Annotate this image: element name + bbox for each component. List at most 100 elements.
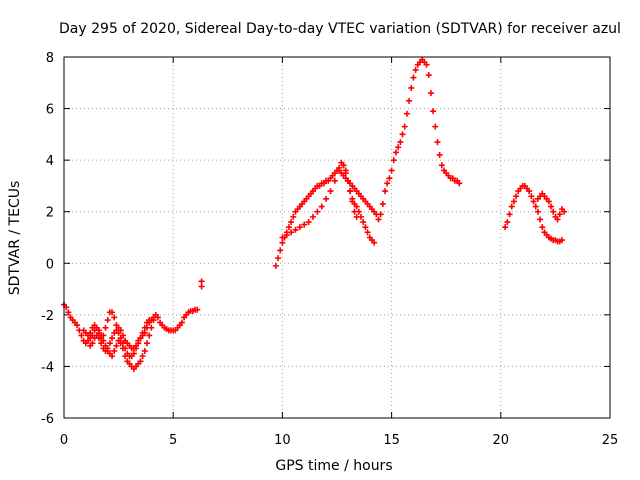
series-arc-8 (375, 56, 463, 223)
x-tick-label: 5 (169, 433, 177, 448)
data-point (74, 322, 81, 329)
data-point (95, 335, 102, 342)
x-tick-label: 10 (274, 433, 291, 448)
data-point (351, 208, 358, 215)
data-point (554, 216, 561, 223)
data-point (327, 188, 334, 195)
y-tick-label: -2 (41, 309, 54, 324)
data-point (436, 151, 443, 158)
data-point (290, 213, 297, 220)
data-point (122, 345, 129, 352)
data-point (528, 193, 535, 200)
data-point (386, 175, 393, 182)
data-point (412, 66, 419, 73)
data-point (399, 131, 406, 138)
y-axis-label: SDTVAR / TECUs (7, 181, 23, 296)
data-point (537, 216, 544, 223)
y-tick-label: 6 (46, 103, 54, 118)
data-point (401, 123, 408, 130)
data-point (141, 324, 148, 331)
data-point (340, 162, 347, 169)
x-tick-label: 25 (602, 433, 619, 448)
data-point (510, 198, 517, 205)
y-tick-label: -4 (41, 360, 54, 375)
grid-lines (64, 57, 610, 418)
data-point (377, 211, 384, 218)
x-axis-label: GPS time / hours (275, 458, 392, 474)
x-tick-label: 20 (493, 433, 510, 448)
data-point (561, 208, 568, 215)
data-point (100, 332, 107, 339)
data-point (301, 221, 308, 228)
data-point (423, 61, 430, 68)
data-point (198, 283, 205, 290)
data-point (456, 180, 463, 187)
data-point (119, 340, 126, 347)
data-point (93, 324, 100, 331)
plot-border (63, 56, 611, 419)
data-point (410, 74, 417, 81)
data-point (384, 180, 391, 187)
data-point (513, 193, 520, 200)
data-point (506, 211, 513, 218)
series-arc-3 (87, 317, 153, 360)
x-tick-label: 0 (60, 433, 68, 448)
data-point (502, 224, 509, 231)
data-point (111, 314, 118, 321)
data-point (545, 198, 552, 205)
data-point (390, 157, 397, 164)
data-point (408, 84, 415, 91)
data-point (375, 216, 382, 223)
data-point (288, 219, 295, 226)
data-point (432, 123, 439, 130)
data-point (104, 345, 111, 352)
data-point (146, 317, 153, 324)
data-point (279, 239, 286, 246)
data-point (504, 219, 511, 226)
data-point (539, 224, 546, 231)
data-point (323, 195, 330, 202)
data-point (532, 203, 539, 210)
series-arc-10 (534, 190, 568, 223)
data-point (403, 110, 410, 117)
data-point (288, 229, 295, 236)
data-point (508, 203, 515, 210)
data-point (137, 335, 144, 342)
data-point (115, 329, 122, 336)
data-point (89, 340, 96, 347)
data-point (534, 208, 541, 215)
data-point (65, 309, 72, 316)
data-point (279, 234, 286, 241)
series-arc-4 (198, 278, 205, 290)
data-point (137, 358, 144, 365)
data-point (109, 335, 116, 342)
data-point (283, 231, 290, 238)
data-point (139, 353, 146, 360)
data-point (98, 340, 105, 347)
series-arc-9 (502, 182, 565, 245)
data-point (362, 224, 369, 231)
data-point (427, 90, 434, 97)
data-point (395, 144, 402, 151)
data-point (117, 335, 124, 342)
data-point (198, 278, 205, 285)
data-point (364, 229, 371, 236)
data-point (277, 247, 284, 254)
data-point (133, 345, 140, 352)
data-point (344, 177, 351, 184)
data-point (130, 350, 137, 357)
data-point (349, 198, 356, 205)
y-tick-label: 8 (46, 51, 54, 66)
data-point (78, 332, 85, 339)
data-point (336, 164, 343, 171)
data-point (109, 353, 116, 360)
data-point (379, 200, 386, 207)
data-point (141, 347, 148, 354)
data-point (556, 211, 563, 218)
data-point (139, 329, 146, 336)
data-point (109, 309, 116, 316)
data-point (550, 208, 557, 215)
data-point (150, 314, 157, 321)
